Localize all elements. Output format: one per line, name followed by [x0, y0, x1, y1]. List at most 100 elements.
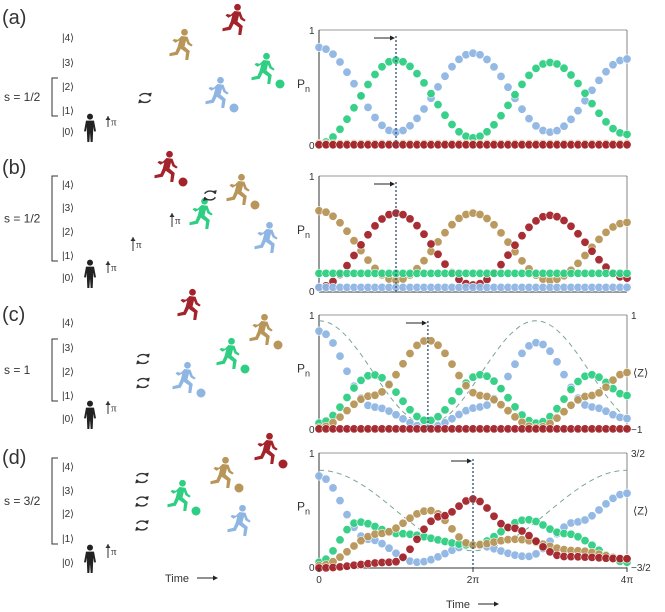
data-point: [503, 82, 513, 92]
spin-label: s = 1/2: [4, 90, 41, 104]
data-point: [552, 126, 562, 136]
data-point: [440, 110, 450, 120]
data-point: [433, 100, 443, 110]
data-point: [531, 121, 541, 131]
data-point: [342, 392, 352, 402]
data-point: [398, 518, 408, 528]
data-point: [321, 329, 331, 339]
data-point: [559, 121, 569, 131]
data-point: [363, 80, 373, 90]
data-point: [580, 536, 590, 546]
data-point: [412, 113, 422, 123]
pi-arrowhead: [105, 261, 111, 265]
data-point: [601, 117, 611, 127]
level-label: |3⟩: [62, 203, 74, 214]
z-axis-label: ⟨Z⟩: [633, 506, 648, 518]
data-point: [391, 557, 401, 567]
data-point: [517, 79, 527, 89]
data-point: [489, 62, 499, 72]
level-label: |4⟩: [62, 318, 74, 329]
ball-icon: [275, 79, 285, 89]
data-point: [503, 100, 513, 110]
data-point: [405, 214, 415, 224]
data-point: [454, 501, 464, 511]
data-point: [503, 371, 513, 381]
level-label: |3⟩: [62, 58, 74, 69]
y-tick-label: 0: [309, 563, 315, 574]
level-label: |0⟩: [62, 414, 74, 425]
data-point: [489, 511, 499, 521]
data-point: [391, 370, 401, 380]
data-point: [377, 62, 387, 72]
data-point: [566, 221, 576, 231]
z-tick-bottom: −1: [631, 425, 643, 436]
data-point: [363, 255, 373, 265]
data-point: [482, 54, 492, 64]
y-axis-label-main: P: [297, 77, 305, 91]
time-marker-arrowhead: [390, 181, 396, 187]
pi-arrowhead: [105, 116, 111, 120]
spin-bracket: [51, 175, 58, 262]
data-point: [594, 75, 604, 85]
pi-label: π: [111, 117, 117, 129]
data-point: [622, 554, 632, 564]
data-point: [524, 222, 534, 232]
y-axis-label: Pn: [297, 77, 310, 94]
y-axis-label: Pn: [297, 362, 310, 379]
data-point: [363, 102, 373, 112]
x-tick-label: 0: [316, 575, 322, 586]
pi-arrowhead: [169, 213, 175, 217]
data-point: [601, 499, 611, 509]
runner-icon: [251, 52, 275, 84]
data-point: [405, 121, 415, 131]
data-point: [552, 212, 562, 222]
data-point: [622, 413, 632, 423]
runner-icon: [189, 197, 213, 229]
data-point: [454, 54, 464, 64]
panel-c: (c) s = 1 |4⟩ |3⟩ |2⟩ |1⟩ |0⟩ π 1 0 Pn 1 −1 ⟨Z⟩: [2, 288, 648, 436]
time-label-chart: Time: [446, 599, 470, 611]
data-point: [573, 106, 583, 116]
panel-a: (a) s = 1/2 |4⟩ |3⟩ |2⟩ |1⟩ |0⟩ π 1 0 Pn: [2, 3, 632, 152]
data-point: [489, 220, 499, 230]
z-expectation-curve: [318, 469, 628, 552]
data-point: [426, 336, 436, 346]
ball-icon: [240, 364, 250, 374]
panel-b: (b) s = 1/2 |4⟩ |3⟩ |2⟩ |1⟩ |0⟩ π π π 1 0 Pn: [2, 150, 632, 298]
data-point: [384, 543, 394, 553]
swap-arrows-icon: [135, 376, 151, 390]
data-point: [580, 88, 590, 98]
data-point: [412, 69, 422, 79]
data-point: [391, 523, 401, 533]
pi-label: π: [111, 403, 117, 415]
level-label: |1⟩: [62, 106, 74, 117]
spin-bracket: [51, 338, 58, 402]
data-point: [545, 346, 555, 356]
y-tick-label: 1: [309, 26, 315, 37]
data-point: [510, 359, 520, 369]
data-point: [419, 524, 429, 534]
data-point: [440, 511, 450, 521]
data-point: [622, 129, 632, 139]
data-point: [622, 367, 632, 377]
standing-person-icon: [84, 113, 96, 142]
ball-icon: [250, 200, 260, 210]
data-point: [419, 229, 429, 239]
data-point: [517, 231, 527, 241]
data-point: [377, 120, 387, 130]
data-point: [510, 90, 520, 100]
data-point: [482, 503, 492, 513]
data-point: [356, 240, 366, 250]
y-axis-label-sub: n: [305, 507, 310, 517]
data-point: [601, 227, 611, 237]
data-point: [419, 104, 429, 114]
x-tick-label: 4π: [621, 575, 634, 586]
level-label: |4⟩: [62, 180, 74, 191]
data-point: [573, 258, 583, 268]
level-label: |2⟩: [62, 82, 74, 93]
data-point: [447, 359, 457, 369]
data-point: [594, 388, 604, 398]
data-point: [489, 395, 499, 405]
data-point: [594, 505, 604, 515]
pi-label: π: [111, 262, 117, 274]
